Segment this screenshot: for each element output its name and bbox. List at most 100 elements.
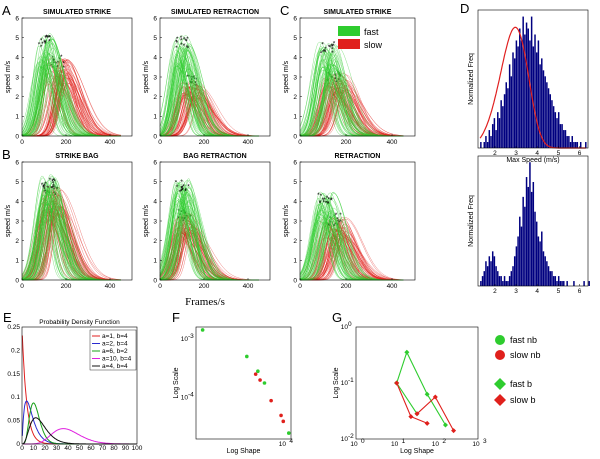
y-tick-label: 0.25 [7,324,20,331]
fast-peak-marker: * [331,46,334,53]
slow-nb-point [258,378,262,382]
slow-b-point [414,411,420,417]
hist-bar [512,266,514,286]
y-tick-label: 10 [341,436,349,443]
y-tick-label: 0.05 [7,418,20,425]
fast-peak-marker: * [180,42,183,49]
hist-bar [551,100,553,148]
legend-swatch-fast [338,26,360,36]
panel-letter: B [2,147,11,162]
y-axis-label: Normalized Freq [468,53,475,105]
hist-bar [556,281,558,286]
legend: fast slow [338,26,383,50]
fast-peak-marker: * [182,183,185,190]
slow-nb-point [269,398,273,403]
hist-bar [493,118,496,148]
y-tick-label: 3 [293,74,297,81]
y-tick-label: 0.2 [11,347,20,354]
y-tick-label: 6 [15,159,19,166]
slow-peak-marker: * [186,74,189,81]
fast-peak-marker: * [327,197,330,204]
y-tick-label: 2 [15,94,19,101]
hist-bar [566,281,568,286]
y-tick-label: 0 [293,277,297,284]
fast-peak-marker: * [185,39,188,46]
slow-curve [22,58,122,137]
legend-right: fast nb slow nb fast b slow b [494,335,541,406]
hist-bar [574,142,577,148]
hist-bar [530,16,533,149]
fast-peak-marker: * [47,35,50,42]
hist-bar [515,40,518,149]
x-tick-label: 0 [158,283,162,290]
x-tick-exp: 0 [361,438,365,445]
hist-bar [552,106,555,148]
hist-bar [563,281,565,286]
slow-peak-marker: * [43,187,46,194]
legend-marker-fast-nb [495,335,505,345]
hist-bar [576,142,579,148]
fast-peak-marker: * [175,39,178,46]
fast-peak-marker: * [44,40,47,47]
slow-peak-marker: * [57,60,60,67]
slow-curve [160,98,259,137]
hist-bar [491,251,494,286]
fast-peak-marker: * [319,193,322,200]
hist-bar [525,22,528,148]
y-tick-label: 2 [293,94,297,101]
fast-peak-marker: * [327,201,330,208]
x-tick-label: 10 [350,441,358,448]
legend-marker-fast-b [494,378,506,390]
hist-bar [579,142,582,148]
fast-peak-marker: * [40,44,43,51]
axes-box [477,9,589,149]
panel-e: 0 10 20 30 40 50 60 70 80 90 100 0 0.05 0.1 0.15 0.2 0.2… [3,310,143,452]
legend-label: a=6, b=2 [102,348,128,355]
legend-label: a=4, b=4 [102,363,128,370]
hist-bar [547,266,550,286]
hist-bar [480,142,482,148]
fast-peak-marker: * [180,186,183,193]
y-tick-label: 2 [15,238,19,245]
y-axis-label: speed m/s [5,60,12,93]
hist-bar [535,221,538,286]
panel-title: BAG RETRACTION [183,153,246,160]
hist-bar [483,271,485,286]
axes-box [355,326,479,440]
hist-bar [508,64,511,148]
y-axis-label: Log Scale [173,367,180,398]
axes-box [477,155,589,287]
x-tick-exp: 4 [289,438,293,445]
x-tick-label: 0 [298,283,302,290]
panel-title: Probability Density Function [39,319,120,326]
fast-peak-marker: * [180,35,183,42]
x-tick-label: 60 [87,445,95,452]
y-tick-label: 5 [153,35,157,42]
hist-bar [520,226,523,286]
hist-bar [525,177,528,286]
y-tick-label: 2 [293,238,297,245]
fast-peak-marker: * [52,183,55,190]
fast-peak-marker: * [324,46,327,53]
fast-peak-marker: * [331,50,334,57]
hist-bar [546,82,548,148]
hist-bar [573,281,575,286]
y-tick-label: 6 [293,159,297,166]
fast-peak-marker: * [49,34,52,41]
y-tick-label: 0.1 [11,394,20,401]
x-tick-label: 400 [387,139,398,146]
slow-peak-marker: * [50,63,53,70]
x-tick-label: 20 [41,445,49,452]
fast-peak-marker: * [175,45,178,52]
hist-bar [488,130,491,148]
y-tick-label: 1 [15,258,19,265]
hist-bar [481,276,484,286]
hist-bar [556,118,558,148]
hist-bar [490,261,492,286]
slow-peak-marker: * [177,215,180,222]
fast-nb-point [286,431,291,435]
hist-bar [549,94,551,148]
fast-peak-marker: * [184,187,187,194]
hist-bar [544,76,546,148]
